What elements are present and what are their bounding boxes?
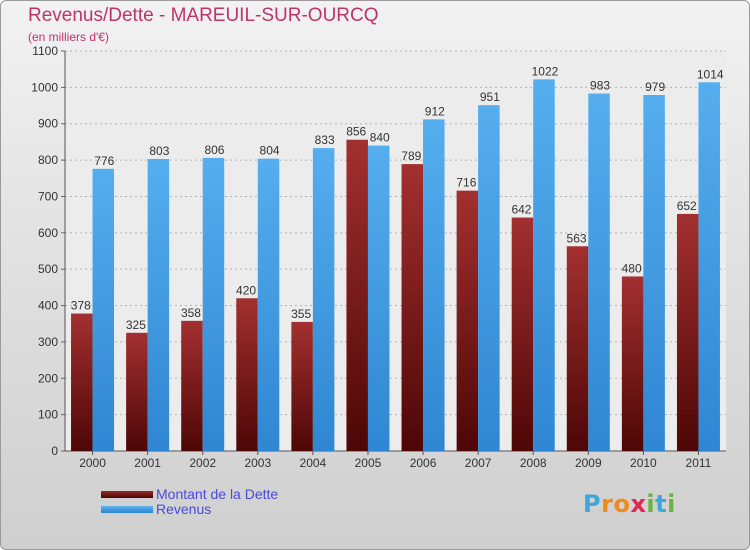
data-label: 378 [71, 299, 91, 313]
y-tick-label: 1000 [31, 80, 58, 94]
y-tick-label: 200 [38, 371, 58, 385]
y-tick-label: 100 [38, 408, 58, 422]
data-label: 355 [291, 307, 311, 321]
bar-dette [236, 298, 258, 451]
bar-dette [456, 190, 479, 452]
plot-area [65, 51, 726, 451]
data-label: 480 [622, 261, 642, 275]
data-label: 325 [126, 318, 146, 332]
data-label: 716 [456, 176, 476, 190]
y-tick-label: 300 [38, 335, 58, 349]
bar-revenus [423, 119, 445, 451]
bar-revenus [257, 158, 280, 452]
bar-dette [181, 320, 203, 451]
bar-revenus [202, 157, 225, 451]
logo-letter: i [646, 490, 656, 518]
x-tick-label: 2010 [630, 456, 657, 470]
y-tick-label: 600 [38, 226, 58, 240]
logo-letter: i [667, 490, 676, 518]
x-tick-label: 2005 [355, 456, 382, 470]
chart-title: Revenus/Dette - MAREUIL-SUR-OURCQ [28, 5, 379, 26]
data-label: 983 [590, 79, 610, 93]
y-tick-label: 900 [38, 117, 58, 131]
bar-dette [71, 313, 93, 451]
data-label: 1014 [697, 67, 724, 81]
x-tick-label: 2001 [134, 456, 161, 470]
data-label: 420 [236, 283, 256, 297]
data-label: 789 [401, 149, 421, 163]
bar-revenus [367, 145, 390, 451]
bar-dette [346, 139, 368, 451]
x-tick-label: 2011 [686, 456, 712, 470]
bar-dette [676, 213, 699, 451]
data-label: 642 [511, 203, 531, 217]
legend-label-revenus: Revenus [156, 501, 212, 517]
bar-dette [566, 246, 589, 451]
y-tick-label: 800 [38, 153, 58, 167]
bar-revenus [312, 148, 335, 451]
bar-revenus [698, 82, 720, 451]
data-label: 776 [94, 154, 114, 168]
bar-dette [126, 332, 148, 451]
x-tick-label: 2002 [189, 456, 216, 470]
bar-revenus [643, 95, 665, 451]
x-tick-label: 2008 [520, 456, 547, 470]
legend-swatch-revenus [101, 506, 153, 513]
data-label: 806 [204, 143, 224, 157]
data-label: 833 [315, 133, 335, 147]
x-tick-label: 2000 [79, 456, 106, 470]
data-label: 1022 [532, 64, 559, 78]
data-label: 804 [260, 144, 280, 158]
legend-label-dette: Montant de la Dette [156, 486, 279, 502]
bar-dette [401, 164, 424, 451]
data-label: 951 [480, 90, 500, 104]
proxiti-logo: Proxiti [583, 490, 676, 518]
y-tick-label: 700 [38, 189, 58, 203]
data-label: 563 [567, 231, 587, 245]
x-tick-label: 2009 [575, 456, 602, 470]
bar-revenus [478, 105, 500, 451]
y-tick-label: 0 [51, 444, 58, 458]
logo-letter: o [613, 490, 631, 518]
data-label: 856 [346, 125, 366, 139]
bar-revenus [588, 93, 610, 451]
bar-dette [621, 276, 644, 451]
data-label: 358 [181, 306, 201, 320]
logo-letter: x [630, 490, 647, 518]
x-tick-label: 2003 [244, 456, 271, 470]
data-label: 912 [425, 104, 445, 118]
x-tick-label: 2006 [410, 456, 437, 470]
logo-letter: t [655, 490, 668, 518]
y-tick-label: 1100 [32, 44, 58, 58]
logo-letter: r [601, 490, 614, 518]
logo-letter: P [583, 490, 602, 518]
data-label: 979 [645, 80, 665, 94]
y-tick-label: 400 [38, 299, 58, 313]
bar-revenus [147, 159, 170, 451]
y-tick-label: 500 [38, 262, 58, 276]
bar-dette [291, 321, 313, 451]
bar-revenus [92, 168, 115, 451]
chart-subtitle: (en milliers d'€) [28, 30, 109, 44]
data-label: 803 [149, 144, 169, 158]
legend-swatch-dette [101, 491, 153, 498]
data-label: 840 [370, 131, 390, 145]
data-label: 652 [677, 199, 697, 213]
x-tick-label: 2007 [465, 456, 492, 470]
bar-revenus [533, 79, 555, 451]
x-tick-label: 2004 [300, 456, 327, 470]
bar-dette [511, 217, 534, 451]
